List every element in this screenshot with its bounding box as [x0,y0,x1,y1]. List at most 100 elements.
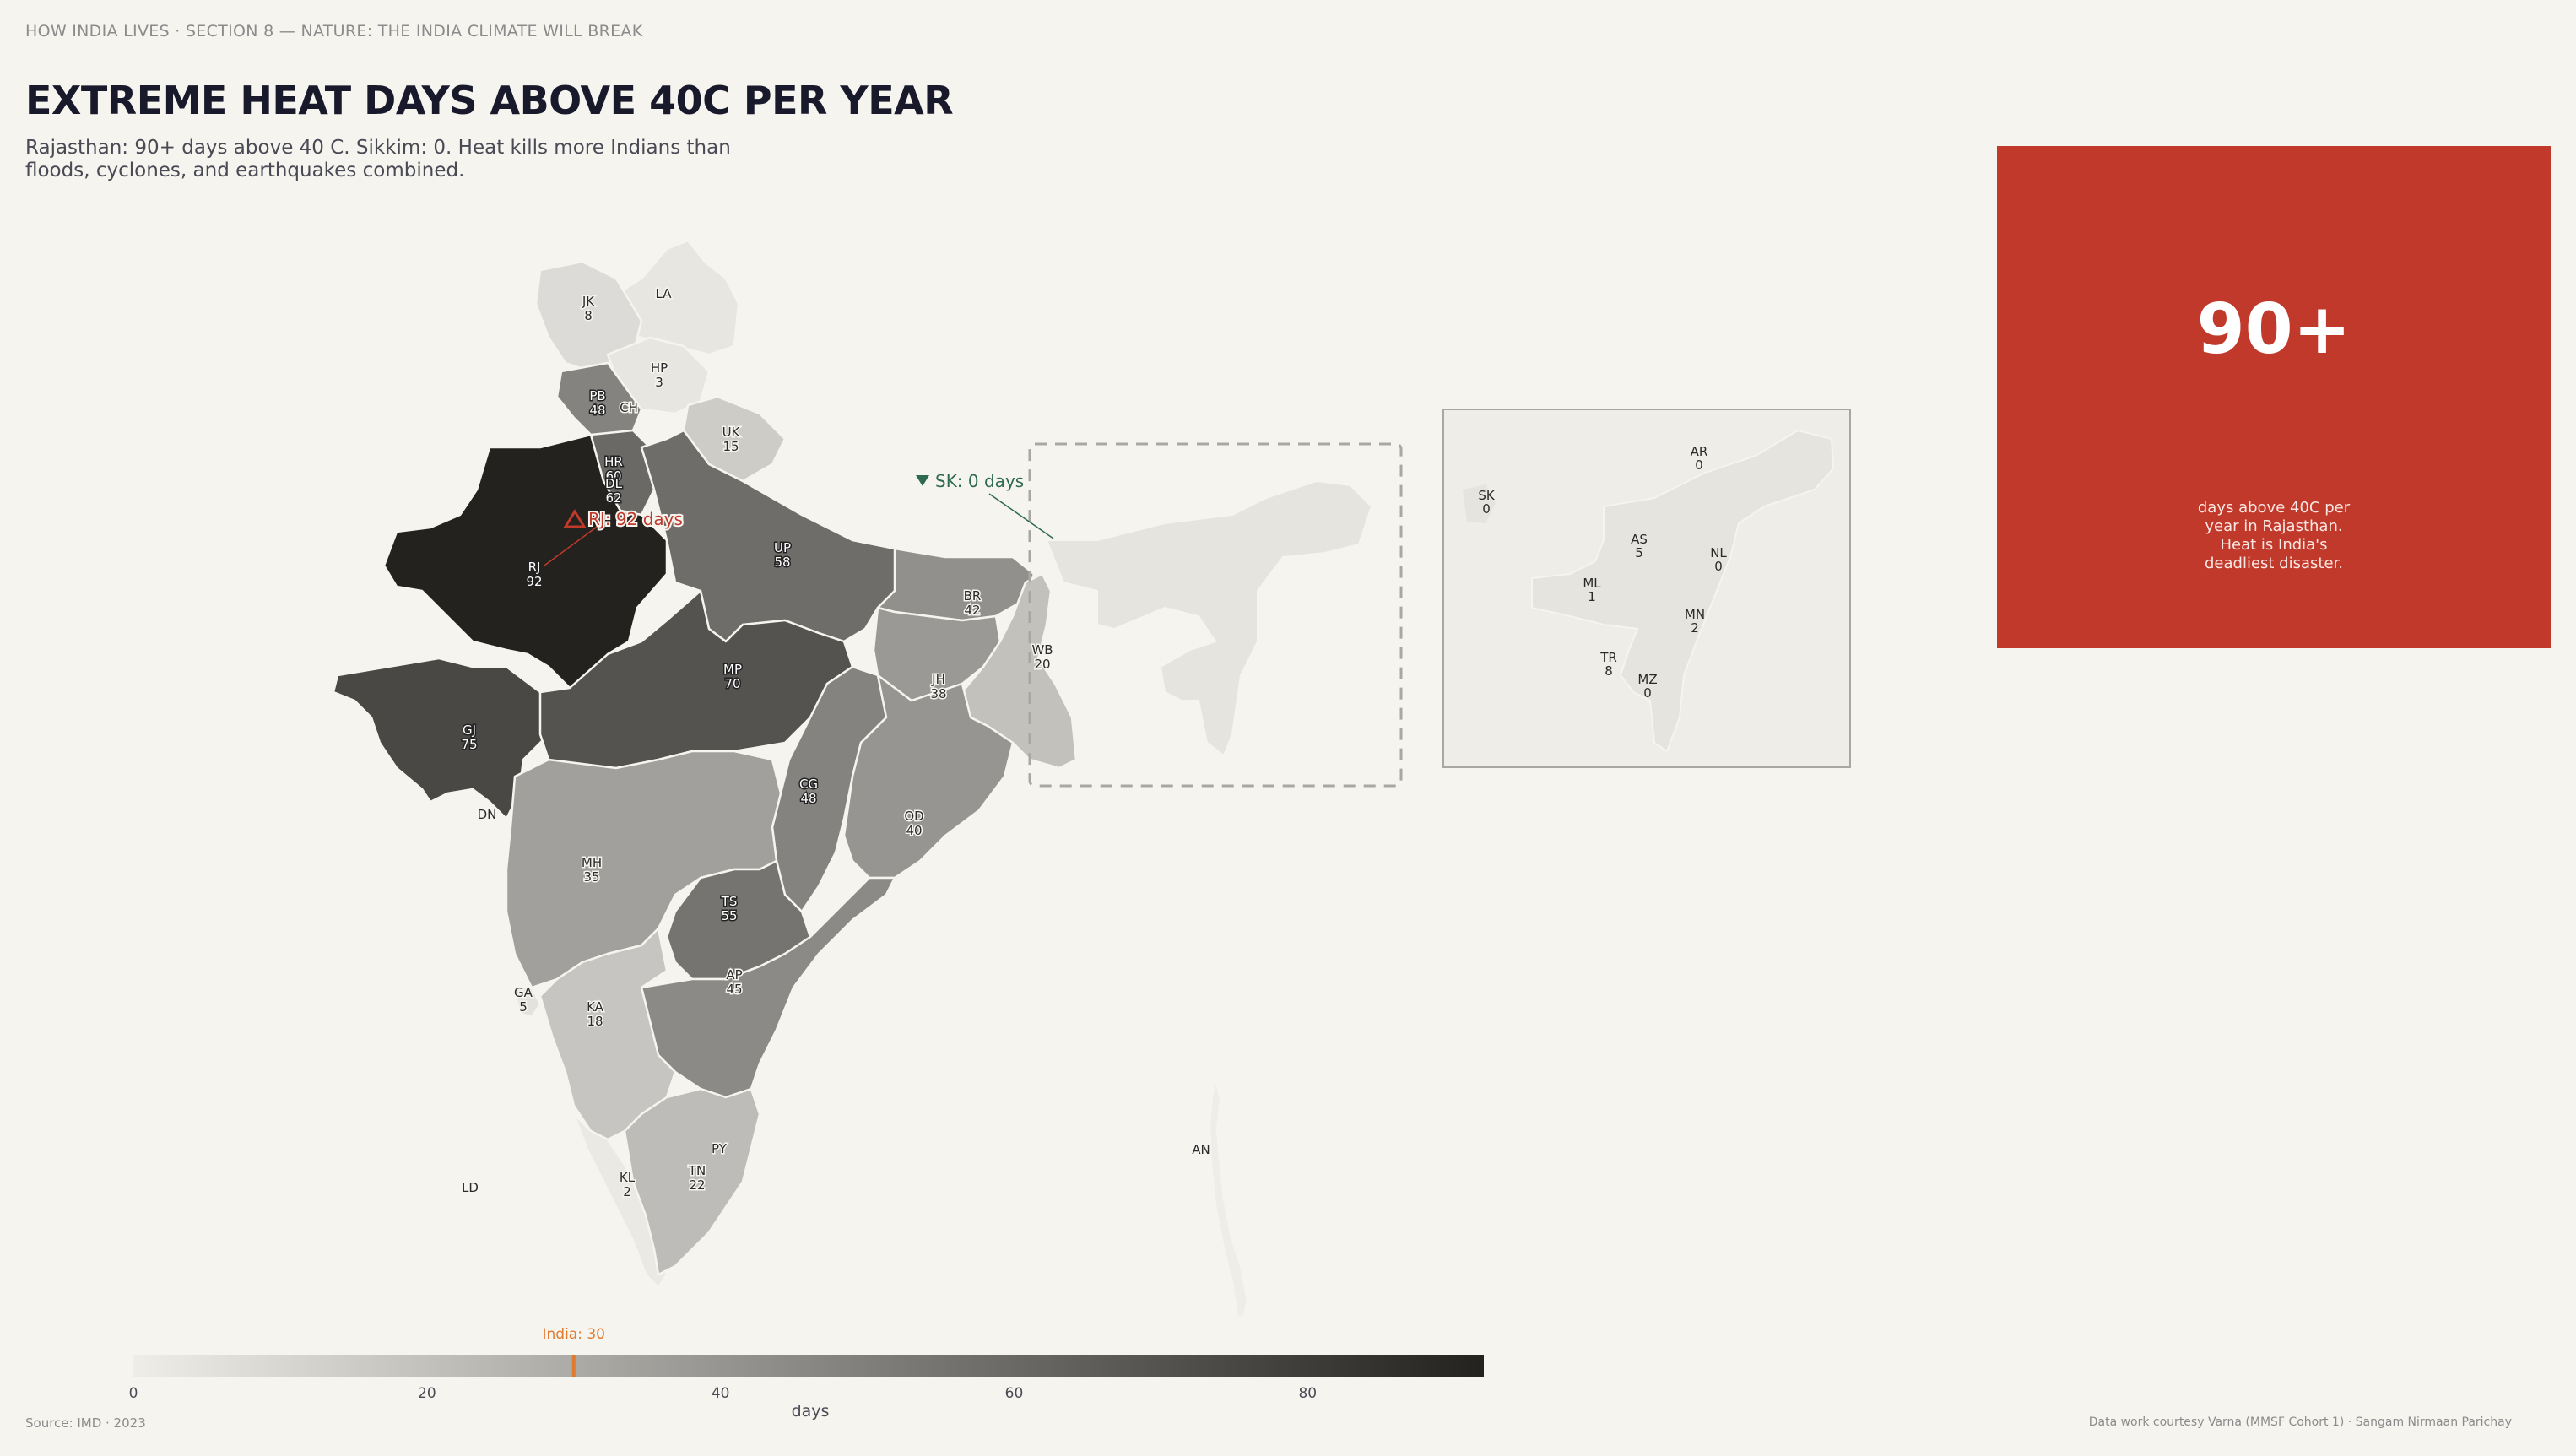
state-code-label: GJ [463,723,476,738]
inset-state-value-label: 8 [1605,663,1613,679]
state-code-label: CG [799,777,818,792]
state-value-label: 60 [605,468,621,484]
state-value-label: 45 [726,982,742,997]
state-br [876,547,1036,622]
state-code-label: GA [514,985,533,1000]
state-tn [623,1087,761,1276]
state-od [842,674,1015,880]
state-value-label: 58 [774,555,790,570]
inset-state-code-label: MN [1685,607,1705,622]
northeast-region [1045,479,1373,757]
legend-tick-label: 40 [712,1385,730,1402]
national-average-label: India: 30 [542,1326,604,1343]
inset-state-code-label: AS [1631,532,1648,547]
state-code-label: RJ [528,560,541,575]
state-value-label: 18 [587,1014,603,1029]
state-code-label: MH [582,855,602,870]
state-value-label: 20 [1034,657,1050,672]
state-code-label: DL [605,476,623,491]
source-note: Source: IMD · 2023 [25,1415,146,1431]
northeast-zoom-frame [1028,442,1403,788]
headline-stat-value: 90+ [2196,290,2351,370]
state-an [1208,1079,1249,1318]
state-code-label: CH [620,400,638,415]
state-code-label: PY [712,1141,728,1156]
national-average-marker [571,1355,576,1377]
state-gj [332,657,550,820]
legend-tick-label: 60 [1005,1385,1024,1402]
state-value-label: 42 [964,603,980,618]
state-code-label: PB [589,388,605,403]
page-subtitle: Rajasthan: 90+ days above 40 C. Sikkim: … [25,137,731,181]
sk-callout: SK: 0 days [916,471,1054,539]
state-code-label: AN [1192,1142,1210,1157]
state-code-label: OD [904,809,923,824]
state-value-label: 35 [583,869,599,885]
state-value-label: 40 [906,823,922,838]
state-value-label: 8 [584,308,593,323]
state-code-label: AP [726,967,742,982]
state-value-label: 70 [724,676,740,691]
inset-state-value-label: 5 [1635,545,1643,560]
credit-note: Data work courtesy Varna (MMSF Cohort 1)… [2088,1415,2512,1429]
state-value-label: 2 [623,1184,631,1199]
rj-callout-label: RJ: 92 days [588,509,683,529]
state-code-label: HP [651,360,668,376]
headline-stat-text: days above 40C per year in Rajasthan. He… [2197,499,2351,572]
state-kl [572,1112,668,1289]
headline-stat-card: 90+ days above 40C per year in Rajasthan… [1997,146,2551,648]
state-value-label: 3 [655,375,663,390]
state-code-label: LA [656,286,673,301]
legend-tick-label: 0 [129,1385,138,1402]
state-rj [382,433,668,690]
state-value-label: 15 [722,439,739,454]
state-wb [961,572,1078,770]
state-value-label: 55 [721,908,737,923]
kicker: HOW INDIA LIVES · SECTION 8 — NATURE: TH… [25,22,643,41]
state-code-label: LD [462,1180,479,1195]
inset-state-code-label: ML [1583,576,1601,591]
inset-sikkim-shape [1463,484,1496,523]
state-value-label: 92 [526,574,542,589]
legend-tick-label: 20 [418,1385,436,1402]
inset-northeast-shape [1531,429,1835,753]
state-value-label: 75 [461,737,477,752]
color-legend: India: 30 0 20 40 60 80 days [129,1326,1484,1421]
state-code-label: UK [722,425,741,440]
page-title: EXTREME HEAT DAYS ABOVE 40C PER YEAR [25,78,954,123]
state-ka [538,927,677,1141]
state-up [640,429,905,643]
sk-callout-label: SK: 0 days [935,471,1024,491]
inset-state-value-label: 0 [1482,501,1491,517]
state-code-label: TN [688,1163,706,1178]
inset-state-code-label: MZ [1637,672,1657,687]
inset-state-code-label: NL [1710,545,1727,560]
inset-state-code-label: TR [1599,650,1617,665]
state-value-label: 48 [800,791,816,806]
inset-state-code-label: AR [1691,444,1708,459]
state-value-label: 62 [605,490,621,506]
state-code-label: TS [721,894,738,909]
rj-callout: RJ: 92 days [544,507,685,566]
state-code-label: BR [964,588,982,604]
state-code-label: KA [587,999,604,1015]
legend-unit-label: days [792,1402,830,1421]
state-code-label: JK [582,294,595,309]
state-code-label: JH [931,672,945,687]
state-code-label: WB [1031,642,1053,658]
state-code-label: UP [774,540,791,555]
legend-gradient-bar [133,1355,1484,1377]
state-value-label: 38 [930,686,946,701]
state-code-label: HR [604,454,623,469]
inset-state-value-label: 0 [1643,685,1652,701]
up-triangle-icon [563,509,587,528]
state-ga [513,986,542,1019]
legend-tick-label: 80 [1298,1385,1317,1402]
state-value-label: 5 [519,999,528,1015]
inset-state-value-label: 1 [1588,589,1596,604]
state-code-label: KL [620,1170,636,1185]
state-code-label: DN [478,807,497,822]
down-triangle-icon [916,475,929,486]
inset-state-code-label: SK [1478,488,1496,503]
